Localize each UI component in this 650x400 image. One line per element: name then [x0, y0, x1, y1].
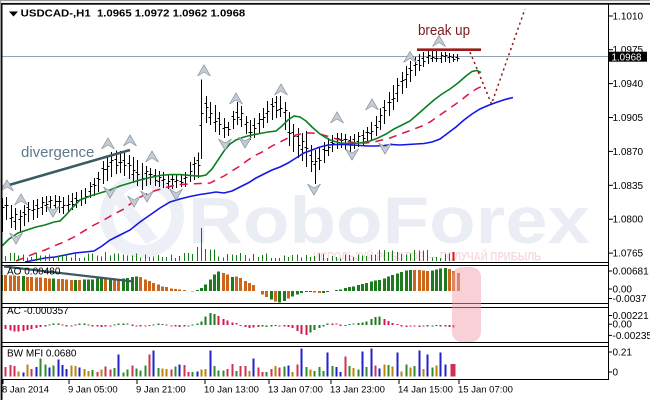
svg-text:BW MFI 0.0680: BW MFI 0.0680: [7, 349, 77, 360]
svg-text:1.0905: 1.0905: [613, 113, 644, 124]
svg-text:divergence: divergence: [21, 144, 94, 161]
svg-text:9 Jan 05:00: 9 Jan 05:00: [68, 385, 118, 396]
svg-text:0.21: 0.21: [613, 348, 633, 359]
svg-text:13 Jan 23:00: 13 Jan 23:00: [330, 385, 385, 396]
svg-text:13 Jan 07:00: 13 Jan 07:00: [268, 385, 323, 396]
svg-text:1.0940: 1.0940: [613, 79, 644, 90]
svg-text:RoboForex: RoboForex: [188, 183, 590, 257]
svg-text:0: 0: [613, 368, 619, 379]
svg-text:1.0800: 1.0800: [613, 215, 644, 226]
svg-text:1.0870: 1.0870: [613, 147, 644, 158]
svg-text:1.0975: 1.0975: [613, 45, 644, 56]
svg-text:0.00221: 0.00221: [613, 311, 650, 322]
svg-text:USDCAD-,H1 1.0965 1.0972 1.09: USDCAD-,H1 1.0965 1.0972 1.0962 1.0968: [21, 8, 246, 19]
svg-text:AC -0.000357: AC -0.000357: [7, 306, 69, 317]
svg-text:0.00: 0.00: [613, 320, 633, 331]
svg-text:10 Jan 13:00: 10 Jan 13:00: [204, 385, 259, 396]
svg-text:15 Jan 07:00: 15 Jan 07:00: [458, 385, 513, 396]
svg-text:8 Jan 2014: 8 Jan 2014: [2, 385, 49, 396]
svg-text:-0.00235: -0.00235: [613, 331, 650, 342]
svg-text:1.0765: 1.0765: [613, 249, 644, 260]
svg-text:1.0835: 1.0835: [613, 181, 644, 192]
svg-text:1.0968: 1.0968: [612, 52, 643, 63]
svg-text:9 Jan 21:00: 9 Jan 21:00: [136, 385, 186, 396]
svg-text:break up: break up: [418, 22, 470, 39]
svg-text:0.00681: 0.00681: [613, 267, 650, 278]
svg-text:0.00: 0.00: [613, 285, 633, 296]
svg-text:1.1010: 1.1010: [613, 12, 644, 23]
svg-text:14 Jan 15:00: 14 Jan 15:00: [398, 385, 453, 396]
svg-text:AO 0.00480: AO 0.00480: [7, 267, 61, 278]
svg-text:-0.0037: -0.0037: [613, 294, 647, 305]
